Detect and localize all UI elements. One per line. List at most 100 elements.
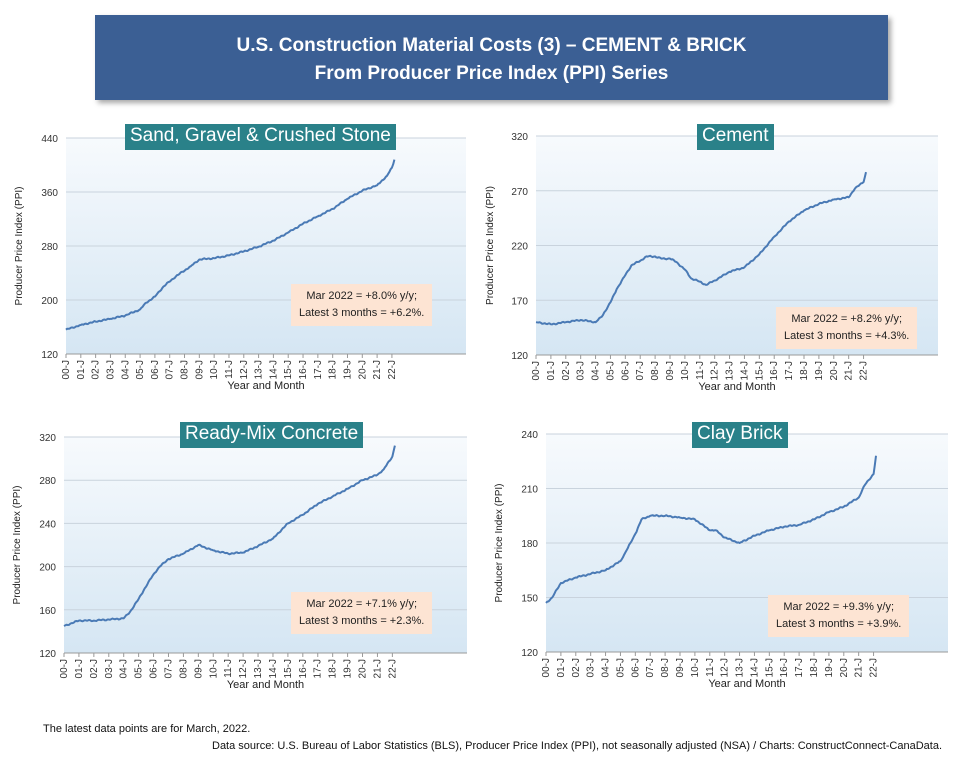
- x-axis-label: Year and Month: [227, 679, 304, 691]
- x-tick-label: 07-J: [163, 659, 174, 678]
- x-tick-label: 09-J: [665, 361, 676, 380]
- y-tick-label: 200: [41, 296, 58, 307]
- x-tick-label: 21-J: [844, 361, 855, 380]
- y-axis-label: Producer Price Index (PPI): [14, 187, 25, 306]
- x-tick-label: 17-J: [313, 659, 324, 678]
- x-tick-label: 18-J: [799, 361, 810, 380]
- y-tick-label: 320: [511, 132, 528, 143]
- x-tick-label: 17-J: [794, 658, 805, 677]
- series-line: [535, 171, 867, 326]
- series-line: [63, 445, 396, 627]
- sand-gravel-chart: 120 200 280 360 440 00-J 01-J 02-J 03-J 04-J 05-J 0…: [0, 112, 480, 407]
- x-tick-label: 11-J: [705, 658, 716, 677]
- cement-chart-title: Cement: [697, 124, 774, 150]
- x-tick-label: 04-J: [120, 360, 131, 379]
- x-axis-label: Year and Month: [708, 678, 785, 690]
- x-tick-label: 15-J: [754, 361, 765, 380]
- sand-gravel-chart-svg: 120 200 280 360 440 00-J 01-J 02-J 03-J 04-J 05-J 0…: [14, 134, 466, 392]
- annotation-line: Mar 2022 = +9.3% y/y;: [783, 601, 895, 613]
- x-tick-label: 10-J: [690, 658, 701, 677]
- x-tick-label: 15-J: [283, 659, 294, 678]
- clay-brick-annotation: Mar 2022 = +9.3% y/y; Latest 3 months = …: [768, 595, 910, 637]
- x-tick-label: 21-J: [372, 360, 383, 379]
- cement-annotation: Mar 2022 = +8.2% y/y; Latest 3 months = …: [776, 307, 918, 349]
- x-tick-label: 01-J: [76, 360, 87, 379]
- ready-mix-chart-svg: 120 160 200 240 280 320 00-J 01-J 02-J 03-J 04-J 05…: [12, 433, 467, 691]
- x-tick-label: 06-J: [630, 658, 641, 677]
- x-tick-label: 01-J: [74, 659, 85, 678]
- ready-mix-chart: 120 160 200 240 280 320 00-J 01-J 02-J 03-J 04-J 05…: [0, 412, 480, 712]
- clay-brick-chart-title: Clay Brick: [692, 422, 788, 448]
- x-tick-label: 03-J: [576, 361, 587, 380]
- y-tick-label: 440: [41, 134, 58, 145]
- x-tick-label: 13-J: [253, 659, 264, 678]
- x-tick-label: 04-J: [119, 659, 130, 678]
- x-tick-label: 22-J: [387, 360, 398, 379]
- annotation-line: Mar 2022 = +7.1% y/y;: [306, 598, 418, 610]
- y-tick-label: 120: [511, 351, 528, 362]
- x-tick-label: 10-J: [208, 659, 219, 678]
- x-tick-label: 00-J: [59, 659, 70, 678]
- x-tick-label: 08-J: [650, 361, 661, 380]
- x-tick-label: 07-J: [645, 658, 656, 677]
- x-tick-label: 15-J: [283, 360, 294, 379]
- y-tick-label: 270: [511, 187, 528, 198]
- y-tick-label: 360: [41, 188, 58, 199]
- x-tick-label: 10-J: [209, 360, 220, 379]
- x-tick-label: 14-J: [749, 658, 760, 677]
- banner-subtitle: From Producer Price Index (PPI) Series: [314, 63, 669, 84]
- series-line: [65, 159, 396, 331]
- x-tick-label: 19-J: [824, 658, 835, 677]
- x-tick-label: 20-J: [829, 361, 840, 380]
- x-tick-label: 16-J: [769, 361, 780, 380]
- x-tick-label: 19-J: [342, 360, 353, 379]
- x-tick-label: 02-J: [571, 658, 582, 677]
- x-tick-label: 08-J: [660, 658, 671, 677]
- x-tick-label: 01-J: [556, 658, 567, 677]
- x-tick-label: 02-J: [89, 659, 100, 678]
- x-tick-label: 03-J: [104, 659, 115, 678]
- annotation-line: Mar 2022 = +8.0% y/y;: [306, 290, 418, 302]
- x-tick-label: 16-J: [298, 360, 309, 379]
- x-tick-label: 17-J: [313, 360, 324, 379]
- x-tick-label: 19-J: [343, 659, 354, 678]
- cement-chart-svg: 120 170 220 270 320 00-J 01-J 02-J 03-J 04-J 05-J 0…: [485, 132, 938, 393]
- x-tick-label: 12-J: [720, 658, 731, 677]
- y-tick-label: 170: [511, 296, 528, 307]
- x-tick-label: 12-J: [238, 659, 249, 678]
- banner-title: U.S. Construction Material Costs (3) – C…: [236, 35, 747, 56]
- x-tick-label: 02-J: [561, 361, 572, 380]
- y-tick-label: 220: [511, 242, 528, 253]
- cement-chart: 120 170 220 270 320 00-J 01-J 02-J 03-J 04-J 05-J 0…: [480, 112, 962, 407]
- data-source-note: Data source: U.S. Bureau of Labor Statis…: [212, 740, 942, 752]
- x-tick-label: 22-J: [859, 361, 870, 380]
- x-tick-label: 13-J: [735, 658, 746, 677]
- x-tick-label: 16-J: [298, 659, 309, 678]
- x-tick-label: 00-J: [531, 361, 542, 380]
- x-tick-label: 12-J: [239, 360, 250, 379]
- x-tick-label: 03-J: [586, 658, 597, 677]
- x-tick-label: 12-J: [710, 361, 721, 380]
- x-tick-label: 13-J: [254, 360, 265, 379]
- y-tick-label: 240: [521, 430, 538, 441]
- x-tick-label: 13-J: [725, 361, 736, 380]
- x-tick-label: 06-J: [620, 361, 631, 380]
- x-tick-label: 15-J: [764, 658, 775, 677]
- chart-banner: U.S. Construction Material Costs (3) – C…: [95, 15, 888, 100]
- x-tick-label: 01-J: [546, 361, 557, 380]
- x-tick-label: 08-J: [180, 360, 191, 379]
- x-tick-label: 11-J: [223, 659, 234, 678]
- x-tick-label: 22-J: [869, 658, 880, 677]
- series-line: [545, 455, 877, 604]
- x-tick-label: 07-J: [165, 360, 176, 379]
- x-tick-label: 16-J: [779, 658, 790, 677]
- y-tick-label: 320: [39, 433, 56, 444]
- x-tick-label: 05-J: [605, 361, 616, 380]
- sand-gravel-chart-title: Sand, Gravel & Crushed Stone: [125, 124, 396, 150]
- y-tick-label: 210: [521, 485, 538, 496]
- x-tick-label: 07-J: [635, 361, 646, 380]
- x-tick-label: 14-J: [739, 361, 750, 380]
- clay-brick-chart-svg: 120 150 180 210 240 00-J 01-J 02-J 03-J 04-J 05-J 0…: [494, 430, 948, 690]
- x-tick-label: 04-J: [591, 361, 602, 380]
- x-tick-label: 10-J: [680, 361, 691, 380]
